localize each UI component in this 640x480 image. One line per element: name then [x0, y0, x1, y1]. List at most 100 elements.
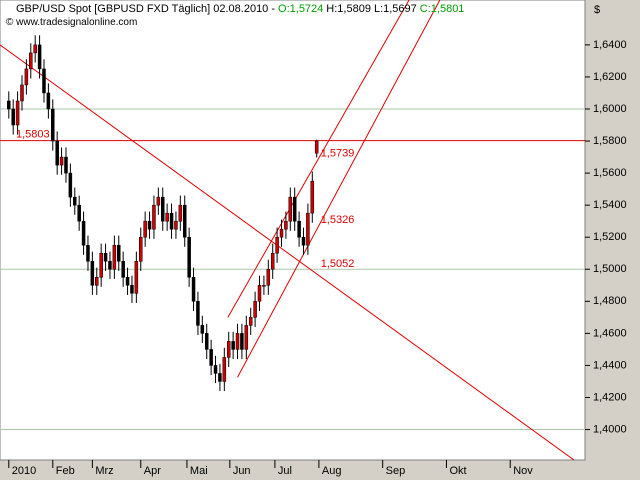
- candle-body: [226, 341, 231, 358]
- y-tick-label: 1,6400: [593, 39, 627, 51]
- line-label: 1,5803: [16, 128, 50, 140]
- candle-body: [169, 212, 174, 230]
- candle-body: [187, 236, 191, 278]
- candle-body: [253, 301, 257, 318]
- candle-body: [178, 204, 183, 222]
- x-tick-label: Sep: [386, 465, 406, 477]
- x-tick-label: Jun: [233, 465, 251, 477]
- candle-body: [222, 357, 227, 382]
- candle-body: [130, 285, 134, 294]
- candle-body: [51, 108, 55, 142]
- candle-body: [182, 204, 187, 238]
- trend-line: [0, 44, 575, 460]
- candle-body: [103, 252, 108, 262]
- candle-body: [15, 100, 20, 126]
- annotation: 1,5739: [321, 148, 355, 160]
- header: GBP/USD Spot [GBPUSD FXD Täglich] 02.08.…: [16, 3, 467, 15]
- trend-line: [227, 0, 410, 318]
- x-tick-label: Aug: [322, 465, 342, 477]
- annotation: 1,5326: [321, 214, 355, 226]
- candle-body: [306, 212, 310, 246]
- y-tick-label: 1,5600: [593, 167, 627, 179]
- candle-body: [279, 228, 284, 238]
- trend-line: [237, 0, 441, 378]
- ohlc-value: L:1,5697: [373, 3, 417, 15]
- candle-body: [108, 261, 112, 270]
- chart-title: GBP/USD Spot [GBPUSD FXD Täglich] 02.08.…: [16, 3, 276, 15]
- candle-body: [174, 220, 178, 230]
- y-tick-label: 1,4800: [593, 295, 627, 307]
- candle-body: [297, 220, 301, 238]
- ohlc-value: C:1,5801: [419, 3, 465, 15]
- candle-body: [64, 156, 68, 174]
- candle-body: [152, 204, 156, 230]
- candle-body: [288, 196, 293, 222]
- y-tick-label: 1,4000: [593, 423, 627, 435]
- candle-body: [33, 44, 37, 54]
- candle-body: [292, 196, 297, 222]
- candle-body: [42, 68, 46, 94]
- x-tick-label: Jul: [278, 465, 292, 477]
- candle-body: [90, 261, 95, 286]
- ohlc-value: O:1,5724: [278, 3, 324, 15]
- candle-body: [46, 92, 51, 110]
- candle-body: [121, 261, 125, 278]
- candle-body: [139, 236, 143, 262]
- y-tick-label: 1,6200: [593, 71, 627, 83]
- candle-body: [284, 220, 288, 230]
- y-tick-label: 1,5800: [593, 135, 627, 147]
- candle-body: [73, 196, 77, 206]
- x-tick-label: Mai: [190, 465, 208, 477]
- candle-body: [24, 68, 29, 86]
- candle-body: [266, 269, 271, 286]
- candle-body: [143, 220, 147, 238]
- candle-body: [218, 373, 222, 382]
- annotation: 1,5052: [321, 258, 355, 270]
- candle-body: [7, 100, 11, 110]
- candle-body: [37, 44, 42, 70]
- candle-body: [248, 317, 253, 326]
- candle-body: [77, 204, 81, 222]
- candle-body: [270, 252, 275, 270]
- candle-body: [310, 180, 315, 214]
- candle-body: [81, 220, 86, 246]
- candle-body: [59, 156, 64, 166]
- y-tick-label: 1,5000: [593, 263, 627, 275]
- candle-body: [235, 333, 240, 350]
- candle-body: [165, 212, 169, 222]
- candle-body: [11, 108, 15, 126]
- y-tick-label: 1,6000: [593, 103, 627, 115]
- y-tick-label: 1,4200: [593, 391, 627, 403]
- candle-body: [112, 244, 117, 270]
- y-tick-label: 1,5200: [593, 231, 627, 243]
- candle-body: [209, 349, 213, 366]
- x-tick-label: Mrz: [95, 465, 113, 477]
- candle-body: [240, 333, 244, 350]
- candle-body: [257, 285, 262, 302]
- candle-body: [134, 261, 139, 294]
- candle-body: [117, 244, 121, 262]
- candle-body: [231, 341, 235, 350]
- candle-body: [275, 236, 279, 254]
- ohlc-value: H:1,5809: [326, 3, 371, 15]
- x-tick-label: Feb: [56, 465, 75, 477]
- candle-body: [147, 220, 152, 230]
- y-tick-label: 1,4400: [593, 359, 627, 371]
- candle-body: [196, 301, 200, 326]
- candle-body: [29, 52, 33, 70]
- subtitle: © www.tradesignalonline.com: [6, 17, 138, 28]
- candle-body: [125, 277, 130, 286]
- candle-body: [262, 285, 266, 287]
- candle-body: [244, 325, 249, 350]
- candle-body: [20, 84, 24, 102]
- candle-body: [55, 140, 59, 166]
- y-tick-label: 1,5400: [593, 199, 627, 211]
- candle-body: [160, 196, 165, 222]
- candle-body: [191, 277, 196, 302]
- candle-body: [301, 236, 306, 246]
- x-tick-label: 2010: [12, 465, 36, 477]
- candle-body: [314, 140, 319, 154]
- x-tick-label: Nov: [513, 465, 533, 477]
